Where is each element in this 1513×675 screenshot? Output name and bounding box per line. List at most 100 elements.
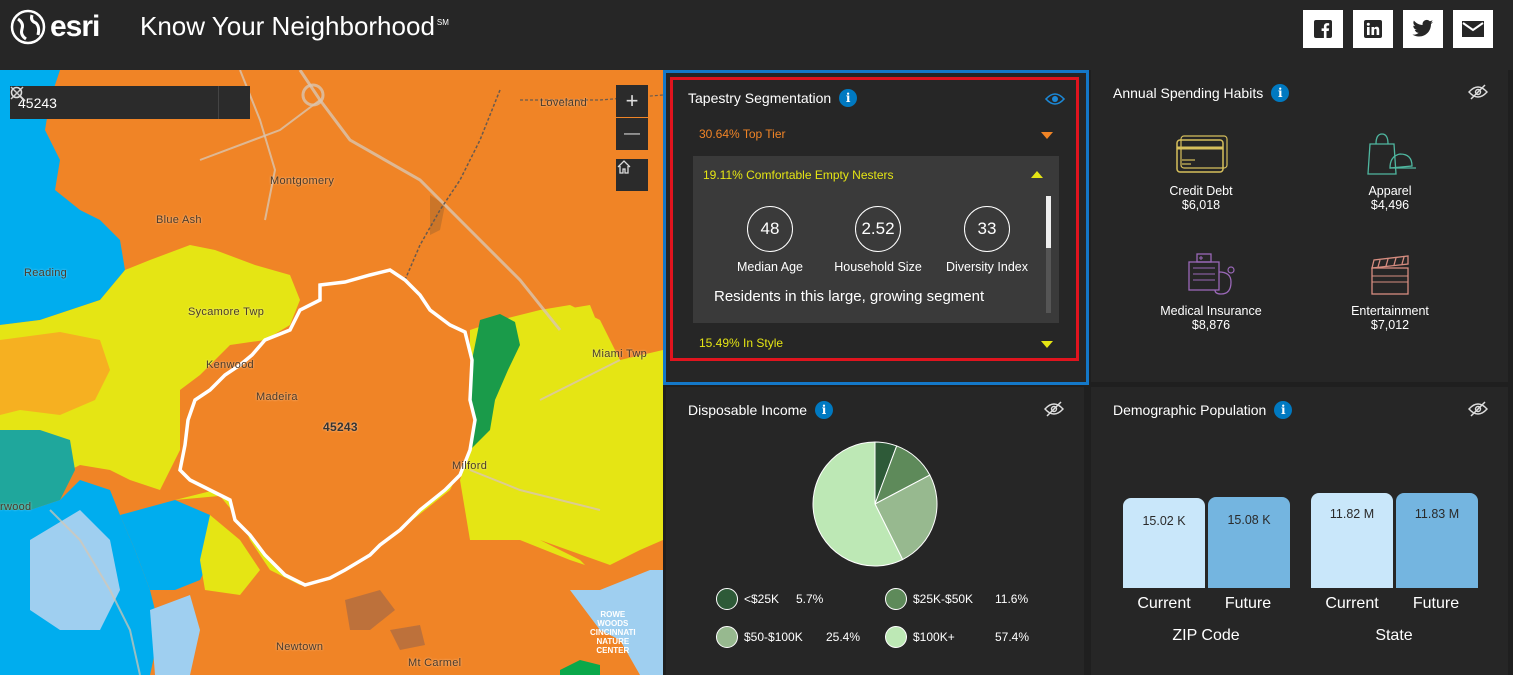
eye-off-icon[interactable] [1044, 401, 1064, 417]
zoom-in-button[interactable]: + [616, 85, 648, 117]
bar-label-current: Current [1325, 595, 1379, 612]
map-label-reading: Reading [24, 267, 68, 279]
home-button[interactable] [616, 159, 648, 191]
bar-label-future: Future [1412, 595, 1460, 612]
pie-slice-3[interactable] [812, 441, 904, 567]
stat-diversity-index: 33 Diversity Index [941, 206, 1033, 274]
disposable-title-text: Disposable Income [688, 402, 808, 418]
stat-median-age: 48 Median Age [735, 206, 805, 274]
logo-text: esri [50, 10, 100, 43]
legend-swatch [885, 588, 907, 610]
tapestry-title-text: Tapestry Segmentation [688, 90, 832, 106]
scrollbar[interactable] [1046, 196, 1051, 313]
legend-lt-25k: <$25K 5.7% [716, 588, 823, 610]
twitter-button[interactable] [1403, 10, 1443, 48]
spending-value: $7,012 [1370, 318, 1410, 332]
tapestry-title: Tapestry Segmentation i [688, 89, 858, 107]
mail-button[interactable] [1453, 10, 1493, 48]
medical-icon [1188, 253, 1235, 295]
service-mark: SM [436, 18, 449, 28]
map-label-montgomery: Montgomery [270, 175, 335, 187]
esri-logo[interactable]: esri [10, 9, 100, 45]
tapestry-row-label: 30.64% Top Tier [699, 127, 786, 141]
twitter-icon [1412, 19, 1434, 37]
stat-label: Diversity Index [946, 260, 1028, 274]
stat-circle: 48 [747, 206, 793, 252]
map-label-blue-ash: Blue Ash [156, 214, 202, 226]
legend-pct: 57.4% [995, 630, 1030, 644]
clear-search-button[interactable] [10, 86, 218, 119]
legend-label: $25K-$50K [913, 592, 974, 606]
eye-off-icon[interactable] [1468, 84, 1488, 100]
legend-swatch [885, 626, 907, 648]
bar-zip-future: 15.08 K [1208, 497, 1290, 588]
legend-25k-50k: $25K-$50K 11.6% [885, 588, 1028, 610]
map-label-loveland: Loveland [540, 97, 588, 109]
info-icon[interactable]: i [1271, 84, 1290, 102]
linkedin-button[interactable] [1353, 10, 1393, 48]
zoom-out-button[interactable]: — [616, 118, 648, 150]
map-label-erwood: rwood [0, 501, 32, 513]
facebook-button[interactable] [1303, 10, 1343, 48]
info-icon[interactable]: i [839, 89, 858, 107]
spending-value: $8,876 [1191, 318, 1231, 332]
legend-swatch [716, 626, 738, 648]
map-label-mt-carmel: Mt Carmel [408, 657, 462, 669]
search-button[interactable] [10, 86, 250, 119]
app-title: Know Your Neighborhood SM [140, 11, 449, 42]
info-icon[interactable]: i [1274, 401, 1293, 419]
tapestry-row-label: 19.11% Comfortable Empty Nesters [703, 168, 894, 182]
map-view[interactable]: Loveland Montgomery Blue Ash Reading Syc… [0, 70, 663, 675]
search-input[interactable] [10, 86, 188, 119]
legend-pct: 11.6% [995, 592, 1029, 606]
spending-medical-insurance: Medical Insurance $8,876 [1131, 250, 1291, 332]
tapestry-panel: Tapestry Segmentation i 30.64% Top Tier … [663, 70, 1089, 385]
zoom-in-label: + [625, 88, 639, 113]
nature-center-line-5: CENTER [596, 646, 630, 655]
stat-circle: 33 [964, 206, 1010, 252]
home-icon [617, 160, 631, 174]
chevron-down-icon [1041, 132, 1053, 139]
map-label-milford: Milford [452, 460, 488, 472]
bar-zip-current: 15.02 K [1123, 498, 1205, 588]
map-label-zip: 45243 [323, 420, 358, 434]
tapestry-row-empty-nesters[interactable]: 19.11% Comfortable Empty Nesters [703, 168, 1049, 182]
group-label-state: State [1375, 627, 1413, 644]
mail-icon [1462, 21, 1484, 37]
legend-swatch [716, 588, 738, 610]
legend-label: $50-$100K [744, 630, 803, 644]
stat-household-size: 2.52 Household Size [833, 206, 923, 274]
tapestry-row-in-style[interactable]: 15.49% In Style [693, 336, 1059, 356]
chevron-up-icon [1031, 171, 1043, 178]
tapestry-highlight: Tapestry Segmentation i 30.64% Top Tier … [670, 77, 1079, 361]
nature-center-line-4: NATURE [596, 637, 630, 646]
eye-off-icon[interactable] [1468, 401, 1488, 417]
spending-value: $4,496 [1370, 198, 1410, 212]
tapestry-row-top-tier[interactable]: 30.64% Top Tier [693, 127, 1059, 147]
scrollbar-thumb[interactable] [1046, 196, 1051, 248]
disposable-income-panel: Disposable Income i <$25K 5.7% $25K-$50K… [666, 387, 1084, 675]
spending-label: Apparel [1368, 184, 1412, 198]
disposable-income-pie [812, 441, 938, 567]
disposable-title: Disposable Income i [688, 401, 834, 419]
info-icon[interactable]: i [815, 401, 834, 419]
spending-value: $6,018 [1181, 198, 1221, 212]
spending-title: Annual Spending Habits i [1113, 84, 1290, 102]
legend-pct: 5.7% [796, 592, 824, 606]
nature-center-line-3: CINCINNATI [590, 628, 636, 637]
app-title-text: Know Your Neighborhood [140, 11, 435, 41]
credit-card-icon [1176, 135, 1228, 173]
tapestry-expanded-section: 19.11% Comfortable Empty Nesters 48 Medi… [693, 156, 1059, 323]
pie-slice-2[interactable] [874, 474, 938, 561]
map-label-miami: Miami Twp [592, 348, 648, 360]
bar-label-current: Current [1137, 595, 1191, 612]
bar-state-current: 11.82 M [1311, 493, 1393, 588]
demographic-title-text: Demographic Population [1113, 402, 1267, 418]
legend-100k-plus: $100K+ 57.4% [885, 626, 1029, 648]
legend-label: $100K+ [913, 630, 955, 644]
group-label-zip: ZIP Code [1172, 627, 1240, 644]
map-label-nature-center: ROWE WOODS CINCINNATI NATURE CENTER [590, 610, 636, 655]
spending-label: Credit Debt [1169, 184, 1233, 198]
eye-icon[interactable] [1045, 92, 1065, 106]
spending-entertainment: Entertainment $7,012 [1310, 250, 1470, 332]
